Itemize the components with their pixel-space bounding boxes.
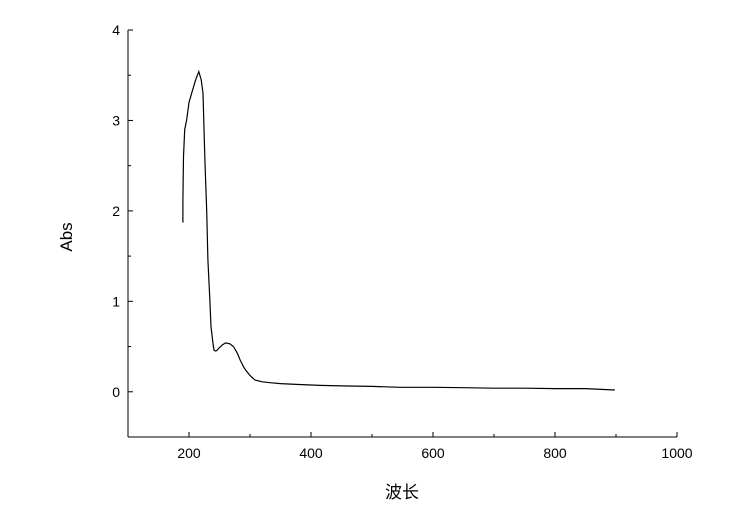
- y-tick-label: 3: [112, 112, 120, 128]
- y-axis-label: Abs: [57, 222, 76, 251]
- x-tick-label: 1000: [661, 445, 692, 461]
- y-tick-label: 1: [112, 293, 120, 309]
- x-tick-label: 600: [421, 445, 445, 461]
- x-axis-label: 波长: [385, 483, 419, 502]
- y-tick-label: 2: [112, 203, 120, 219]
- y-tick-label: 0: [112, 384, 120, 400]
- absorbance-line: [182, 69, 615, 391]
- x-tick-label: 200: [177, 445, 201, 461]
- y-tick-label: 4: [112, 22, 120, 38]
- x-tick-label: 800: [543, 445, 567, 461]
- x-tick-label: 400: [299, 445, 323, 461]
